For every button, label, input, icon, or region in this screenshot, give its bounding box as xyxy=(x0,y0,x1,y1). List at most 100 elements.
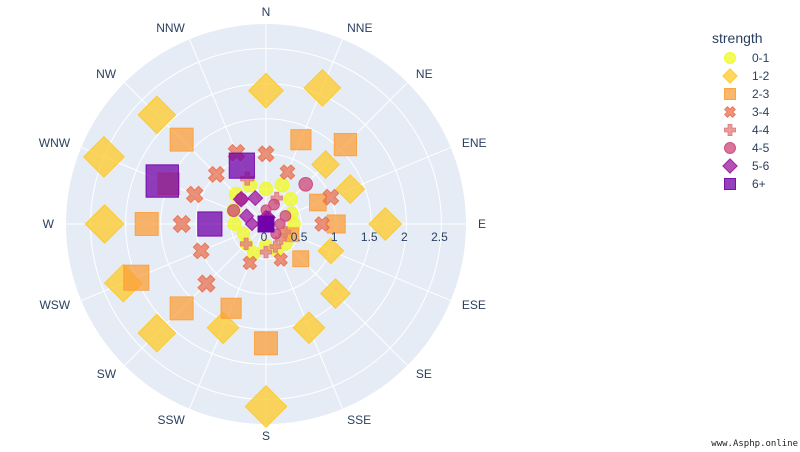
data-point-0-1-ne xyxy=(283,192,298,207)
legend-label: 5-6 xyxy=(752,159,770,173)
radial-tick-label: 2.5 xyxy=(431,230,448,244)
data-point-4-4-ese xyxy=(279,226,292,238)
data-point-5-6-nw xyxy=(232,190,250,208)
data-point-0-1-wsw xyxy=(236,226,250,241)
legend-marker-4-4 xyxy=(724,124,736,136)
data-point-1-2-sw xyxy=(137,313,177,353)
data-point-3-4-wnw xyxy=(185,185,204,204)
data-point-4-5-ene xyxy=(279,210,292,222)
data-point-1-2-w xyxy=(84,204,125,244)
legend-item-4-5[interactable]: 4-5 xyxy=(724,141,770,155)
data-point-0-1-w xyxy=(227,217,242,231)
legend-title: strength xyxy=(712,30,763,46)
direction-label-ssw: SSW xyxy=(158,413,186,427)
direction-label-sse: SSE xyxy=(347,413,371,427)
data-point-1-2-sse xyxy=(292,311,326,345)
data-point-3-4-wsw xyxy=(192,242,210,260)
legend-marker-6+ xyxy=(724,178,736,190)
data-point-1-2-s xyxy=(244,384,288,428)
legend-item-4-4[interactable]: 4-4 xyxy=(724,123,770,137)
data-point-3-4-nw xyxy=(207,165,225,183)
angular-axis-labels: N NNE NE ENE E ESE SE SSE S SSW SW WSW W WNW NW NNW xyxy=(39,5,487,443)
data-point-0-1-nne xyxy=(274,177,290,193)
data-point-1-2-nw xyxy=(137,95,177,135)
data-point-5-6-nnw xyxy=(247,190,264,207)
legend-marker-3-4 xyxy=(724,106,736,118)
radial-tick-label: 0 xyxy=(261,230,268,244)
legend-marker-0-1 xyxy=(724,52,736,64)
legend-item-6+[interactable]: 6+ xyxy=(724,177,766,191)
radial-tick-label: 2 xyxy=(401,230,408,244)
radial-tick-label: 0.5 xyxy=(291,230,308,244)
direction-label-w: W xyxy=(43,217,55,231)
data-point-6+-nnw xyxy=(228,152,255,179)
data-point-2-3-sw xyxy=(169,296,194,321)
data-point-2-3-wsw xyxy=(123,264,150,291)
legend-marker-2-3 xyxy=(724,88,736,100)
legend-item-5-6[interactable]: 5-6 xyxy=(722,158,770,174)
data-point-5-6-wnw xyxy=(238,208,255,224)
data-point-2-3-ne xyxy=(333,132,358,157)
data-point-1-2-ese xyxy=(317,237,345,265)
legend-marker-5-6 xyxy=(722,158,738,174)
legend[interactable]: strength 0-1 1-2 2-3 3-4 4-4 4-5 5-6 6+ xyxy=(712,30,770,191)
series-3-4 xyxy=(172,143,340,293)
radial-tick-label: 1.5 xyxy=(361,230,378,244)
direction-label-se: SE xyxy=(416,367,432,381)
data-point-1-2-n xyxy=(248,72,284,109)
data-point-4-5-ne xyxy=(298,176,314,192)
data-point-1-2-ssw xyxy=(206,311,240,345)
data-point-2-3-s xyxy=(254,331,278,356)
direction-label-sw: SW xyxy=(97,367,117,381)
legend-marker-4-5 xyxy=(724,142,736,154)
data-point-1-2-nne xyxy=(303,68,342,107)
data-point-2-3-e xyxy=(326,214,346,234)
direction-label-ene: ENE xyxy=(462,136,487,150)
legend-item-0-1[interactable]: 0-1 xyxy=(724,51,770,65)
data-point-2-3-nw xyxy=(169,127,194,152)
data-point-1-2-ne xyxy=(311,149,341,179)
data-point-3-4-sw xyxy=(197,274,216,293)
watermark: www.Asphp.online xyxy=(711,439,798,449)
legend-item-2-3[interactable]: 2-3 xyxy=(724,87,770,101)
direction-label-wnw: WNW xyxy=(39,136,71,150)
direction-label-ne: NE xyxy=(416,67,433,81)
direction-label-nnw: NNW xyxy=(156,21,185,35)
legend-label: 0-1 xyxy=(752,51,770,65)
radial-tick-label: 1 xyxy=(331,230,338,244)
data-point-1-2-e xyxy=(368,207,403,241)
data-point-1-2-wnw xyxy=(82,135,125,178)
legend-label: 4-5 xyxy=(752,141,770,155)
legend-item-1-2[interactable]: 1-2 xyxy=(722,68,770,84)
data-point-6+-nw xyxy=(257,215,275,233)
legend-item-3-4[interactable]: 3-4 xyxy=(722,104,770,120)
direction-label-e: E xyxy=(478,217,486,231)
direction-label-n: N xyxy=(262,5,271,19)
data-point-0-1-n xyxy=(258,181,274,197)
legend-label: 3-4 xyxy=(752,105,770,119)
data-point-3-4-ssw xyxy=(242,255,258,271)
direction-label-wsw: WSW xyxy=(39,298,70,312)
direction-label-s: S xyxy=(262,429,270,443)
data-point-3-4-n xyxy=(257,145,275,163)
data-point-2-3-ssw xyxy=(220,297,242,319)
data-point-4-5-wnw xyxy=(227,204,241,218)
data-point-3-4-sse xyxy=(273,252,288,267)
data-point-4-4-sw xyxy=(239,237,253,251)
data-point-2-3-se xyxy=(292,250,310,268)
legend-label: 4-4 xyxy=(752,123,770,137)
data-point-4-4-sse xyxy=(269,240,282,253)
legend-marker-1-2 xyxy=(722,68,738,84)
data-point-4-4-s xyxy=(259,245,273,259)
series-markers xyxy=(82,68,403,428)
data-point-1-2-se xyxy=(319,277,351,309)
radial-axis-ticks: 0 0.5 1 1.5 2 2.5 xyxy=(261,230,448,244)
direction-label-ese: ESE xyxy=(462,298,486,312)
series-6+ xyxy=(145,152,275,237)
data-point-1-2-ene xyxy=(335,174,366,205)
data-point-3-4-w xyxy=(172,214,191,234)
legend-label: 2-3 xyxy=(752,87,770,101)
data-point-2-3-nne xyxy=(290,129,312,151)
data-point-6+-wnw xyxy=(145,164,179,198)
